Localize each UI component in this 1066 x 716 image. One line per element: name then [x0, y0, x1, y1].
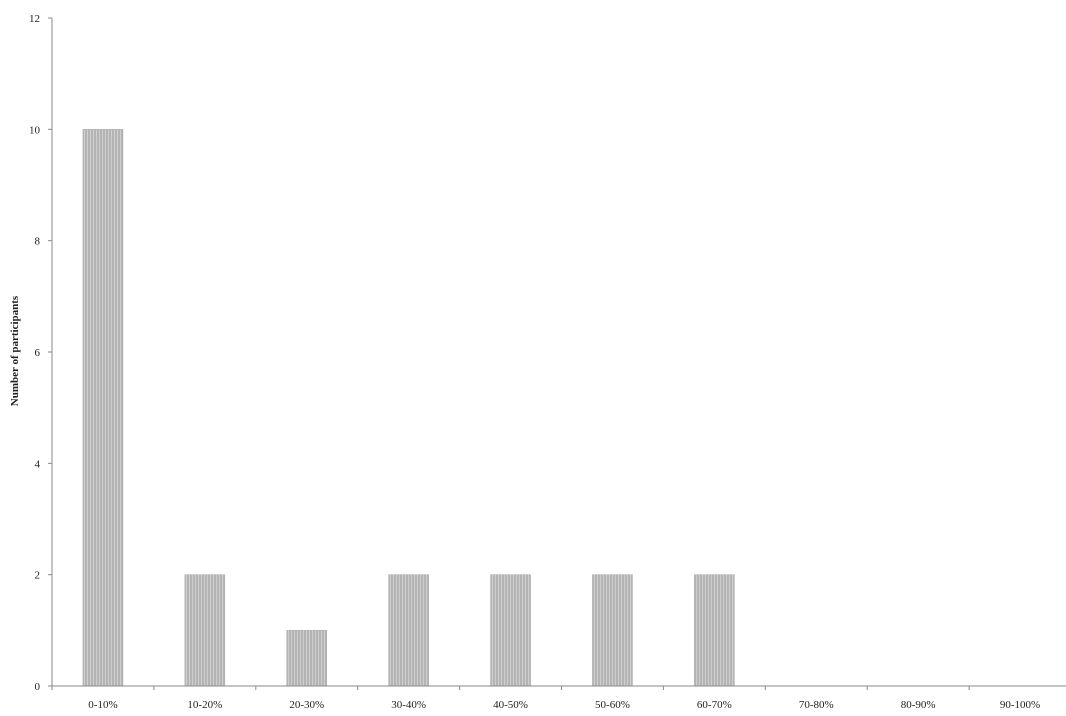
y-tick-label: 6: [35, 347, 41, 359]
x-tick-label: 60-70%: [697, 699, 732, 711]
x-tick-label: 30-40%: [391, 699, 426, 711]
x-tick-label: 80-90%: [901, 699, 936, 711]
y-tick-label: 10: [29, 124, 41, 136]
bar: [490, 574, 531, 687]
y-ticks: 0 2 4 6 8 10 12: [29, 13, 52, 693]
y-tick-label: 0: [35, 681, 41, 693]
y-axis-title: Number of participants: [9, 295, 21, 406]
x-tick-label: 70-80%: [799, 699, 834, 711]
y-tick-label: 8: [35, 236, 41, 248]
x-tick-label: 40-50%: [493, 699, 528, 711]
y-tick-label: 2: [35, 570, 41, 582]
x-tick-label: 10-20%: [187, 699, 222, 711]
y-tick-label: 12: [29, 13, 40, 25]
bars-layer: [82, 129, 735, 687]
bar: [82, 129, 124, 687]
bar: [286, 630, 327, 687]
bar: [592, 574, 633, 687]
bar: [694, 574, 735, 687]
x-tick-label: 90-100%: [1000, 699, 1040, 711]
x-tick-label: 20-30%: [289, 699, 324, 711]
x-ticks: 0-10% 10-20% 20-30% 30-40% 40-50% 50-60% 60-70…: [51, 686, 1040, 711]
x-tick-label: 0-10%: [88, 699, 117, 711]
bar: [388, 574, 429, 687]
x-tick-label: 50-60%: [595, 699, 630, 711]
bar: [184, 574, 226, 687]
y-tick-label: 4: [35, 458, 41, 470]
